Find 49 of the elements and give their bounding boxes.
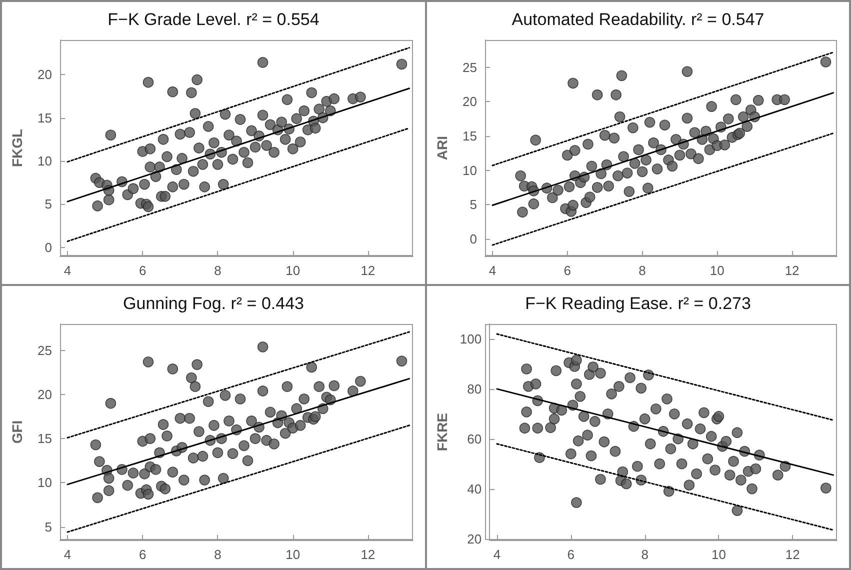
y-tick-label: 0 <box>470 231 477 246</box>
y-tick-label: 10 <box>462 162 477 178</box>
y-tick-label: 20 <box>38 387 52 402</box>
y-axis-title: GFI <box>9 420 25 444</box>
y-tick-label: 5 <box>44 519 52 534</box>
chart-title: Gunning Fog. r² = 0.443 <box>123 294 304 313</box>
y-tick-label: 15 <box>462 128 477 144</box>
y-tick-label: 15 <box>38 110 52 126</box>
x-tick-label: 6 <box>564 263 571 278</box>
y-axis-title: ARI <box>434 136 450 160</box>
x-tick-label: 12 <box>784 263 800 278</box>
y-tick-label: 100 <box>460 331 482 346</box>
x-tick-label: 10 <box>286 547 300 562</box>
x-tick-label: 6 <box>139 547 146 562</box>
chart-title: Automated Readability. r² = 0.547 <box>512 10 764 29</box>
y-tick-label: 5 <box>44 196 52 212</box>
y-tick-label: 10 <box>38 153 52 168</box>
y-tick-label: 5 <box>470 197 477 212</box>
y-tick-label: 20 <box>467 531 482 546</box>
x-tick-label: 10 <box>712 547 726 562</box>
x-tick-label: 4 <box>493 547 501 562</box>
y-tick-label: 0 <box>44 240 52 255</box>
x-tick-label: 10 <box>710 263 724 278</box>
x-tick-label: 8 <box>638 263 646 278</box>
x-tick-label: 12 <box>360 547 376 562</box>
x-tick-label: 4 <box>64 547 72 562</box>
y-tick-label: 20 <box>462 94 477 110</box>
chart-title: F−K Grade Level. r² = 0.554 <box>108 10 320 29</box>
y-axis-title: FKGL <box>9 128 25 168</box>
x-tick-label: 10 <box>286 263 300 278</box>
x-tick-label: 12 <box>360 263 376 278</box>
y-tick-label: 25 <box>38 342 52 358</box>
y-tick-label: 80 <box>467 381 482 396</box>
y-tick-label: 15 <box>38 431 52 446</box>
y-axis-title: FKRE <box>434 412 450 452</box>
y-tick-label: 20 <box>38 67 52 82</box>
x-tick-label: 8 <box>214 547 222 562</box>
y-tick-label: 10 <box>38 475 52 490</box>
x-tick-label: 4 <box>64 263 72 278</box>
x-tick-label: 12 <box>785 547 800 562</box>
x-tick-label: 6 <box>567 547 575 562</box>
x-tick-label: 8 <box>641 547 648 562</box>
y-tick-label: 40 <box>467 481 482 496</box>
y-tick-label: 60 <box>467 431 482 446</box>
x-tick-label: 8 <box>214 263 222 278</box>
y-tick-label: 25 <box>462 60 477 75</box>
x-tick-label: 6 <box>139 263 146 278</box>
chart-title: F−K Reading Ease. r² = 0.273 <box>525 294 751 313</box>
x-tick-label: 4 <box>488 263 496 278</box>
